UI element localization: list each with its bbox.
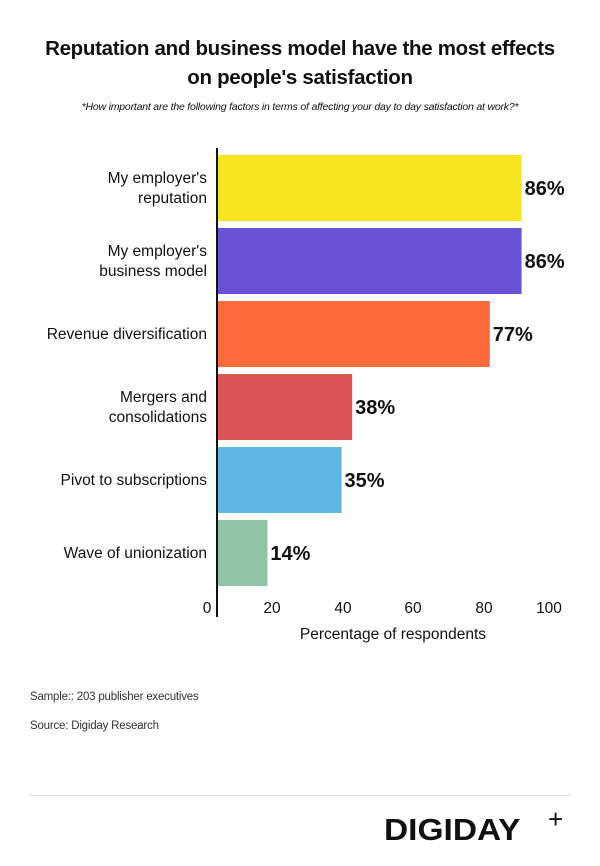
chart-title-line-2: on people's satisfaction	[187, 66, 413, 89]
value-label-0: 86%	[525, 178, 565, 200]
x-tick-label-80: 80	[475, 600, 493, 617]
category-label-line: My employer's	[108, 243, 208, 260]
category-label-line: reputation	[138, 190, 207, 207]
plus-icon: +	[548, 804, 564, 834]
value-label-3: 38%	[355, 397, 395, 419]
source-note: Source: Digiday Research	[30, 720, 159, 732]
category-label-line: business model	[99, 263, 207, 280]
category-label-4: Pivot to subscriptions	[61, 472, 208, 489]
value-label-1: 86%	[525, 251, 565, 273]
footer-divider	[30, 795, 570, 796]
category-label-line: Wave of unionization	[64, 545, 207, 562]
category-label-3: Mergers and consolidations	[109, 389, 207, 426]
category-label-line: My employer's	[108, 170, 208, 187]
category-label-2: Revenue diversification	[47, 326, 207, 343]
chart-title-line-1: Reputation and business model have the m…	[45, 37, 555, 60]
bar-5	[218, 520, 268, 586]
category-labels: My employer's reputation My employer's busi…	[47, 170, 208, 562]
chart-subtitle: *How important are the following factors…	[81, 101, 519, 113]
x-tick-label-0: 0	[203, 600, 212, 617]
bar-3	[218, 374, 353, 440]
chart-title: Reputation and business model have the m…	[0, 34, 600, 92]
category-label-1: My employer's business model	[99, 243, 207, 280]
value-labels: 86% 86% 77% 38% 35% 14%	[270, 178, 564, 565]
x-tick-label-40: 40	[334, 600, 352, 617]
bar-1	[218, 228, 522, 294]
x-axis-title: Percentage of respondents	[300, 626, 486, 643]
digiday-logo: DIGIDAY	[384, 812, 521, 847]
bar-4	[218, 447, 342, 513]
category-label-line: consolidations	[109, 409, 207, 426]
category-label-line: Revenue diversification	[47, 326, 207, 343]
bar-0	[218, 155, 522, 221]
category-label-line: Pivot to subscriptions	[61, 472, 208, 489]
bar-2	[218, 301, 490, 367]
bars-group	[218, 155, 522, 586]
category-label-5: Wave of unionization	[64, 545, 207, 562]
sample-note: Sample:: 203 publisher executives	[30, 691, 199, 703]
x-tick-label-20: 20	[263, 600, 281, 617]
category-label-line: Mergers and	[120, 389, 207, 406]
value-label-5: 14%	[270, 543, 310, 565]
x-tick-label-60: 60	[404, 600, 422, 617]
value-label-2: 77%	[493, 324, 533, 346]
category-label-0: My employer's reputation	[108, 170, 208, 207]
x-tick-label-100: 100	[536, 600, 562, 617]
bar-chart: My employer's reputation My employer's busi…	[47, 148, 565, 643]
x-tick-labels: 0 20 40 60 80 100	[203, 600, 563, 617]
value-label-4: 35%	[345, 470, 385, 492]
